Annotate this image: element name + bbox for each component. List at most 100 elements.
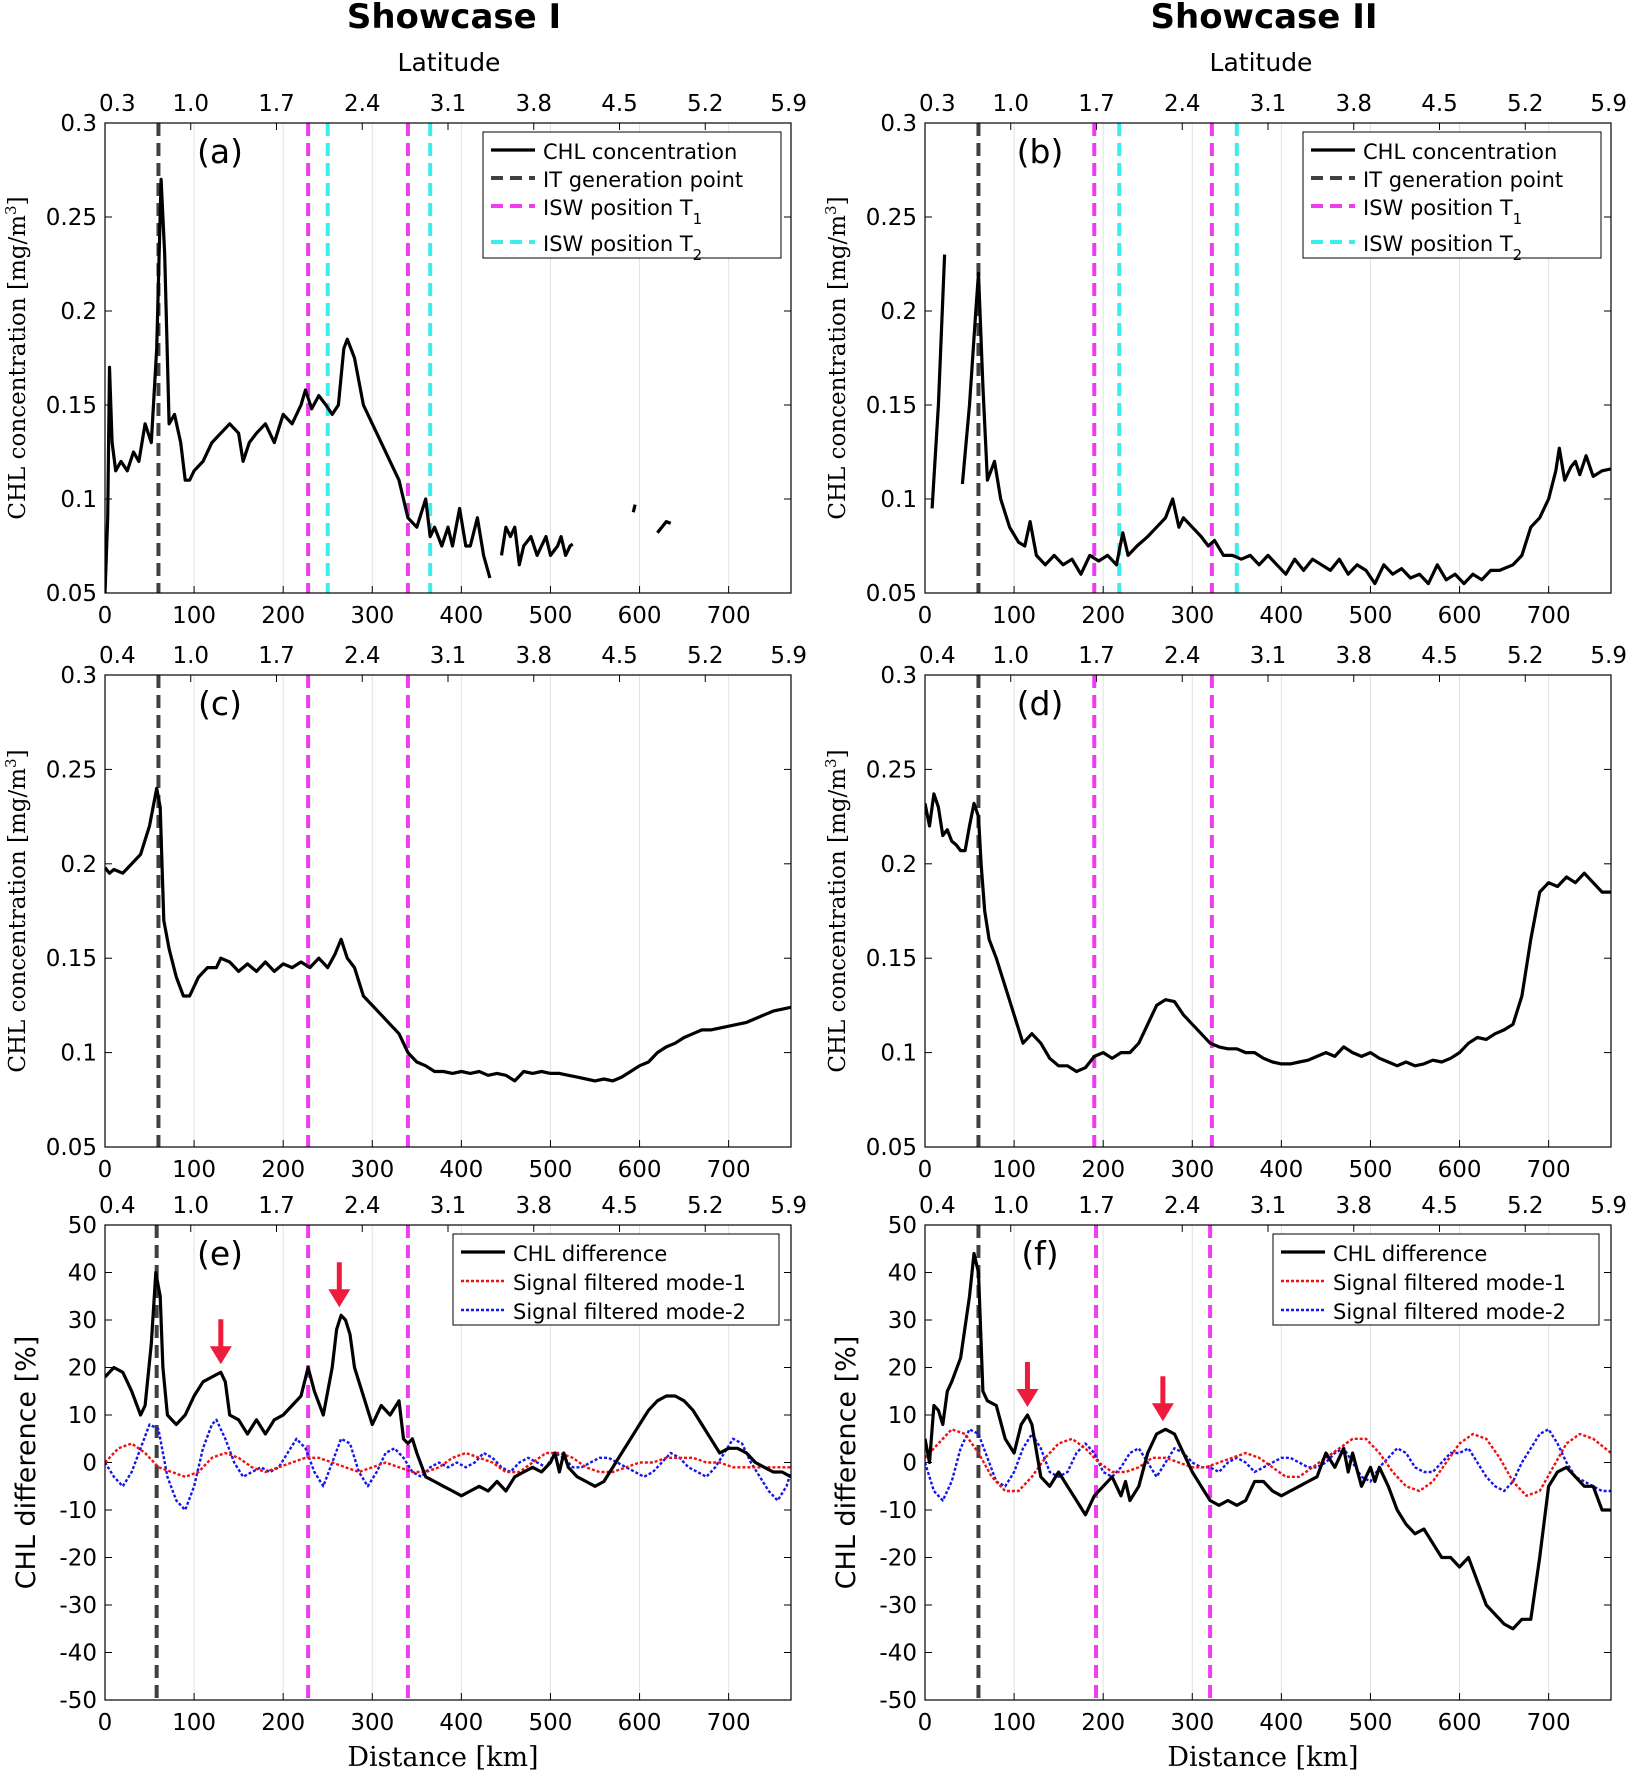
series-group (105, 1270, 791, 1512)
x-tick-label: 200 (261, 1710, 305, 1736)
y-tick-label: 0 (82, 1451, 97, 1477)
legend-label: Signal filtered mode-1 (513, 1271, 746, 1295)
latitude-tick-label: 1.7 (258, 643, 295, 669)
series-line-chl-concentration (631, 504, 637, 513)
legend-label: Signal filtered mode-1 (1333, 1271, 1566, 1295)
series-line-chl-concentration (960, 271, 1611, 586)
y-axis-label-close: ] (825, 749, 851, 758)
x-tick-label: 0 (918, 1157, 933, 1183)
panel-c: 0 100 200 300 400 500 600 700 0.4 1.0 1.7 2.4 3.1 3.8… (2, 643, 807, 1183)
panel-label: (f) (1021, 1234, 1058, 1273)
y-tick-label: 0.3 (60, 663, 97, 689)
arrow-head (209, 1346, 232, 1365)
x-tick-label: 400 (1259, 1710, 1303, 1736)
series-line-chl-concentration (930, 254, 947, 509)
y-tick-label: 0.3 (880, 663, 917, 689)
x-tick-label: 500 (1349, 1157, 1393, 1183)
x-tick-label: 100 (992, 603, 1036, 629)
series-line-chl-concentration (656, 519, 672, 534)
y-tick-label: 0.2 (60, 299, 97, 325)
y-tick-label: -30 (879, 1593, 917, 1619)
series-line-chl-difference (925, 1251, 1611, 1631)
panel-d: 0 100 200 300 400 500 600 700 0.4 1.0 1.7 2.4 3.1 3.8… (822, 643, 1627, 1183)
legend-label-subscript: 1 (1513, 210, 1523, 228)
y-tick-label: 0.15 (46, 393, 97, 419)
latitude-tick-label: 3.1 (430, 1193, 467, 1219)
y-tick-label: 0.05 (866, 1135, 917, 1161)
latitude-tick-label: 0.4 (99, 1193, 136, 1219)
panel-a: 0 100 200 300 400 500 600 700 0.3 1.0 1.7 2.4 3.1 3.8… (2, 91, 807, 629)
latitude-tick-label: 1.0 (992, 643, 1029, 669)
x-tick-label: 700 (707, 1710, 751, 1736)
x-tick-label: 600 (618, 1710, 662, 1736)
x-tick-label: 600 (618, 1157, 662, 1183)
latitude-tick-label: 1.7 (258, 1193, 295, 1219)
x-tick-label: 300 (1170, 1710, 1214, 1736)
axes-frame (924, 1224, 1612, 1701)
y-tick-label: 0.25 (46, 757, 97, 783)
y-axis-label-exponent: 3 (822, 205, 840, 215)
y-tick-label: 0.25 (866, 205, 917, 231)
x-tick-label: 700 (1527, 603, 1571, 629)
x-tick-label: 300 (350, 1710, 394, 1736)
latitude-tick-label: 1.0 (172, 643, 209, 669)
latitude-tick-label: 5.2 (687, 643, 724, 669)
legend-label: IT generation point (543, 168, 743, 192)
x-tick-label: 100 (992, 1157, 1036, 1183)
latitude-tick-label: 5.9 (1590, 1193, 1627, 1219)
x-tick-label: 200 (261, 603, 305, 629)
x-tick-label: 400 (1259, 1157, 1303, 1183)
distance-axis-title-left: Distance [km] (347, 1742, 538, 1773)
latitude-tick-label: 3.8 (515, 1193, 552, 1219)
x-tick-label: 500 (1349, 1710, 1393, 1736)
y-tick-label: -10 (879, 1498, 917, 1524)
legend-label: IT generation point (1363, 168, 1563, 192)
latitude-tick-label: 1.7 (1078, 1193, 1115, 1219)
y-tick-label: 10 (68, 1403, 97, 1429)
x-tick-label: 300 (350, 603, 394, 629)
legend-label-subscript: 2 (1513, 246, 1523, 264)
latitude-tick-label: 4.5 (601, 1193, 638, 1219)
latitude-tick-label: 3.1 (430, 643, 467, 669)
x-tick-label: 500 (1349, 603, 1393, 629)
latitude-tick-label: 3.8 (515, 643, 552, 669)
y-tick-label: 0.15 (46, 946, 97, 972)
y-tick-label: 0 (902, 1451, 917, 1477)
latitude-tick-label: 4.5 (1421, 643, 1458, 669)
latitude-tick-label: 4.5 (601, 643, 638, 669)
x-tick-label: 0 (98, 603, 113, 629)
series-group (105, 177, 672, 593)
y-tick-label: 0.05 (866, 581, 917, 607)
panel-label: (e) (197, 1234, 243, 1273)
x-tick-label: 300 (1170, 603, 1214, 629)
x-tick-label: 500 (529, 1710, 573, 1736)
y-tick-label: -20 (879, 1546, 917, 1572)
y-tick-label: 0.15 (866, 393, 917, 419)
latitude-tick-label: 3.1 (1250, 1193, 1287, 1219)
x-tick-label: 500 (529, 1157, 573, 1183)
x-tick-label: 600 (1438, 1710, 1482, 1736)
latitude-tick-label: 3.8 (1335, 643, 1372, 669)
y-tick-label: 0.15 (866, 946, 917, 972)
y-tick-label: 0.1 (60, 487, 97, 513)
latitude-tick-label: 4.5 (601, 91, 638, 117)
x-tick-label: 300 (1170, 1157, 1214, 1183)
x-tick-label: 0 (918, 603, 933, 629)
y-tick-label: 0.2 (60, 852, 97, 878)
x-tick-label: 0 (98, 1157, 113, 1183)
panel-label: (c) (198, 684, 242, 723)
series-group (925, 1251, 1611, 1631)
x-tick-label: 0 (918, 1710, 933, 1736)
x-tick-label: 200 (1081, 1710, 1125, 1736)
legend-label-subscript: 1 (693, 210, 703, 228)
y-axis-label: CHL difference [%] (831, 1336, 862, 1590)
y-tick-label: 30 (68, 1308, 97, 1334)
latitude-tick-label: 5.9 (770, 643, 807, 669)
latitude-tick-label: 5.2 (1507, 643, 1544, 669)
x-tick-label: 300 (350, 1157, 394, 1183)
x-tick-label: 100 (992, 1710, 1036, 1736)
latitude-tick-label: 5.9 (1590, 91, 1627, 117)
y-tick-label: 50 (888, 1213, 917, 1239)
latitude-tick-label: 5.2 (687, 91, 724, 117)
